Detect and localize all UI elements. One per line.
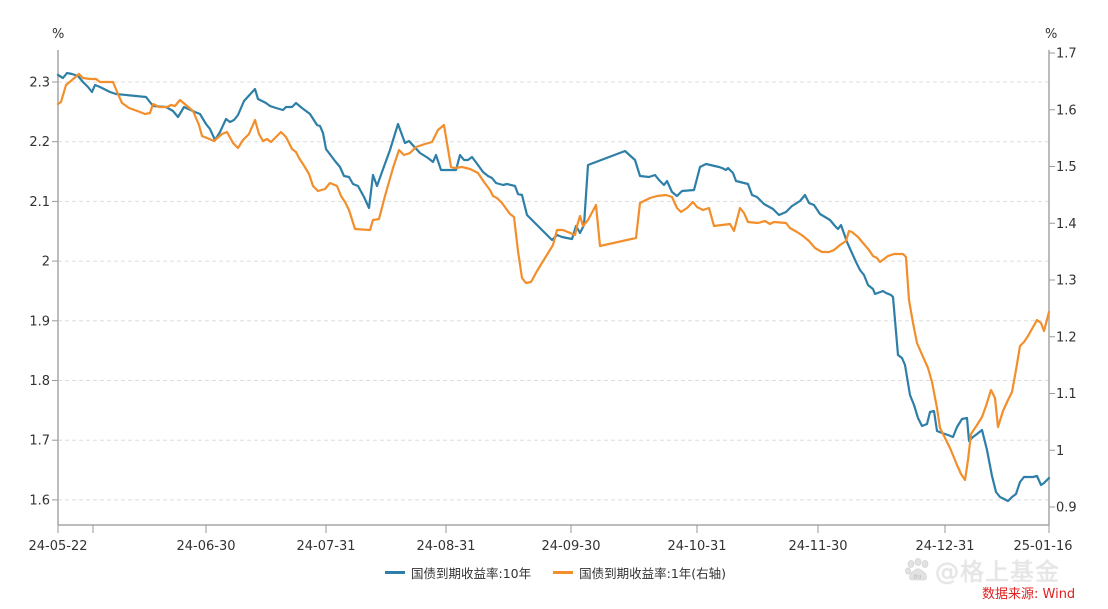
x-axis-tick-label: 24-05-22 [28, 539, 87, 554]
legend-swatch-blue-icon [385, 571, 405, 574]
right-axis-tick-label: 0.9 [1056, 501, 1077, 516]
watermark: du @格上基金 [905, 552, 1060, 587]
x-axis-tick-label: 24-10-31 [667, 539, 726, 554]
x-axis-tick-label: 24-07-31 [296, 539, 355, 554]
x-axis-tick-label: 24-06-30 [176, 539, 235, 554]
right-axis-tick-label: 1.7 [1056, 47, 1077, 62]
right-axis-tick-label: 1.5 [1056, 160, 1077, 175]
x-axis-tick-label: 24-09-30 [541, 539, 600, 554]
right-axis-unit: % [1045, 27, 1057, 42]
baidu-paw-icon: du [905, 557, 931, 582]
left-axis-tick-label: 2.2 [29, 135, 50, 150]
right-axis-tick-label: 1 [1056, 444, 1064, 459]
x-axis-tick-label: 24-11-30 [788, 539, 847, 554]
right-axis-tick-label: 1.4 [1056, 217, 1077, 232]
left-axis-tick-label: 1.6 [29, 493, 50, 508]
grid-lines [58, 81, 1049, 501]
watermark-text: @格上基金 [935, 558, 1060, 586]
left-axis-unit: % [52, 27, 64, 42]
x-axis-tick-label: 24-12-31 [915, 539, 974, 554]
right-axis-tick-label: 1.3 [1056, 274, 1077, 289]
right-axis-tick-label: 1.2 [1056, 330, 1077, 345]
series-line-1y [56, 72, 1051, 482]
left-axis-tick-label: 1.7 [29, 434, 50, 449]
legend-label-1y: 国债到期收益率:1年(右轴) [579, 566, 727, 581]
legend-item-1y[interactable]: 国债到期收益率:1年(右轴) [553, 563, 726, 582]
x-axis-tick-label: 24-08-31 [416, 539, 475, 554]
left-axis-tick-label: 2.3 [29, 76, 50, 91]
legend-label-10y: 国债到期收益率:10年 [411, 566, 532, 581]
series-lines [56, 71, 1051, 503]
right-axis-tick-label: 1.6 [1056, 103, 1077, 118]
legend-swatch-orange-icon [553, 571, 574, 574]
data-source: 数据来源: Wind [982, 587, 1076, 602]
left-axis-tick-label: 1.8 [29, 374, 50, 389]
svg-text:du: du [914, 574, 923, 580]
x-axis-tick-label: 25-01-16 [1013, 539, 1072, 554]
left-axis-tick-label: 2 [42, 255, 50, 270]
axes: 2.3 2.2 2.1 2 1.9 1.8 1.7 1.6 1.7 1.6 1.5 1.4 1.3 1.2… [28, 47, 1076, 555]
left-axis-tick-label: 1.9 [29, 314, 50, 329]
legend-item-10y[interactable]: 国债到期收益率:10年 [385, 563, 531, 582]
left-axis-tick-label: 2.1 [29, 195, 50, 210]
legend: 国债到期收益率:10年 国债到期收益率:1年(右轴) [385, 563, 726, 582]
right-axis-tick-label: 1.1 [1056, 387, 1077, 402]
